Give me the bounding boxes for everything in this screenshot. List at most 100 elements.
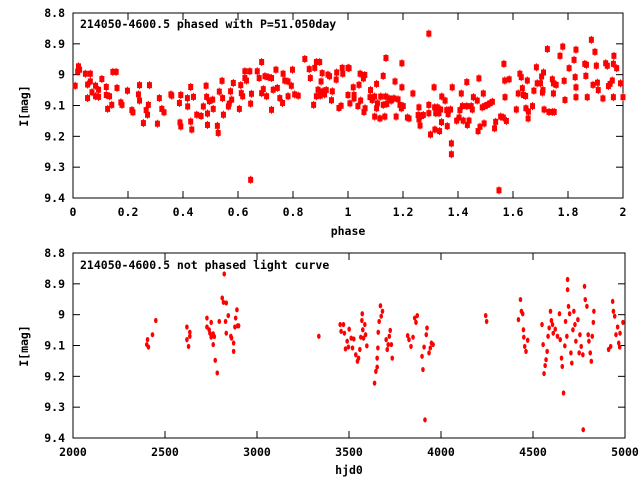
data-point (377, 115, 383, 122)
data-point (464, 103, 470, 110)
data-point (524, 348, 528, 354)
y-tick-label: 9 (58, 308, 65, 322)
data-point (555, 333, 560, 339)
data-point (523, 92, 529, 99)
y-tick-label: 8.8 (44, 246, 65, 260)
data-point (146, 344, 151, 350)
data-point (343, 346, 348, 352)
data-point (103, 84, 109, 90)
data-point (347, 100, 353, 107)
data-point (244, 77, 250, 84)
data-point (516, 317, 521, 323)
data-point (254, 68, 260, 75)
data-point (372, 113, 378, 120)
data-point (550, 321, 555, 328)
data-point (458, 90, 464, 97)
data-point (609, 77, 615, 84)
data-point (456, 114, 462, 121)
data-point (600, 95, 606, 102)
data-point (311, 101, 317, 108)
data-point (360, 75, 366, 82)
data-point (378, 303, 383, 309)
data-point (574, 338, 578, 344)
data-point (188, 118, 194, 125)
y-tick-label: 9.3 (44, 160, 65, 174)
x-axis-label: hjd0 (335, 463, 363, 477)
data-point (226, 312, 231, 319)
data-point (103, 92, 109, 99)
data-point (548, 308, 553, 314)
data-point (417, 122, 423, 129)
data-point (188, 84, 194, 90)
data-point (188, 333, 192, 339)
data-point (464, 121, 470, 128)
data-point (184, 95, 190, 102)
data-point (400, 103, 406, 110)
y-axis-label: I[mag] (17, 85, 31, 127)
data-point (145, 101, 151, 108)
data-point (390, 355, 395, 361)
data-point (503, 117, 509, 124)
data-point (176, 100, 182, 107)
data-point (285, 93, 291, 100)
data-point (233, 315, 238, 321)
data-point (209, 319, 213, 325)
data-point (292, 91, 298, 98)
data-point (438, 106, 444, 113)
data-point (333, 76, 339, 83)
data-point (385, 346, 390, 353)
data-point (444, 123, 450, 130)
data-point (445, 111, 451, 118)
data-point (361, 327, 365, 333)
data-point (198, 112, 204, 119)
data-point (260, 86, 266, 93)
data-point (563, 343, 567, 349)
data-point (581, 352, 585, 358)
data-point (421, 366, 425, 373)
data-point (411, 334, 415, 340)
data-point (107, 93, 113, 100)
data-point (204, 121, 210, 128)
data-point (334, 69, 340, 76)
data-point (231, 340, 236, 346)
data-point (540, 87, 546, 94)
data-point (406, 115, 412, 122)
data-point (365, 343, 369, 349)
data-point (224, 330, 229, 336)
data-point (560, 43, 566, 50)
data-point (226, 100, 232, 107)
data-point (368, 87, 374, 94)
data-point (384, 100, 390, 107)
data-point (389, 341, 394, 348)
data-point (610, 60, 616, 67)
data-point (466, 117, 472, 124)
data-point (549, 76, 555, 83)
data-point (362, 105, 368, 112)
data-point (77, 66, 83, 73)
data-point (517, 70, 523, 77)
data-point (178, 123, 184, 130)
data-point (476, 75, 482, 82)
data-point (583, 72, 589, 79)
data-point (93, 82, 99, 89)
data-point (464, 79, 470, 86)
data-point (376, 329, 381, 335)
data-point (248, 90, 254, 97)
data-point (422, 344, 426, 350)
data-point (405, 333, 410, 339)
data-point (233, 324, 237, 330)
data-point (320, 88, 326, 95)
data-point (428, 131, 433, 138)
data-point (369, 96, 375, 103)
data-point (541, 341, 545, 348)
data-point (592, 48, 598, 55)
data-point (550, 90, 556, 97)
data-point (393, 113, 399, 120)
data-point (444, 107, 450, 114)
data-point (277, 95, 283, 102)
data-point (439, 119, 444, 126)
data-point (547, 325, 551, 331)
data-point (338, 102, 344, 109)
x-tick-label: 1 (345, 205, 352, 219)
